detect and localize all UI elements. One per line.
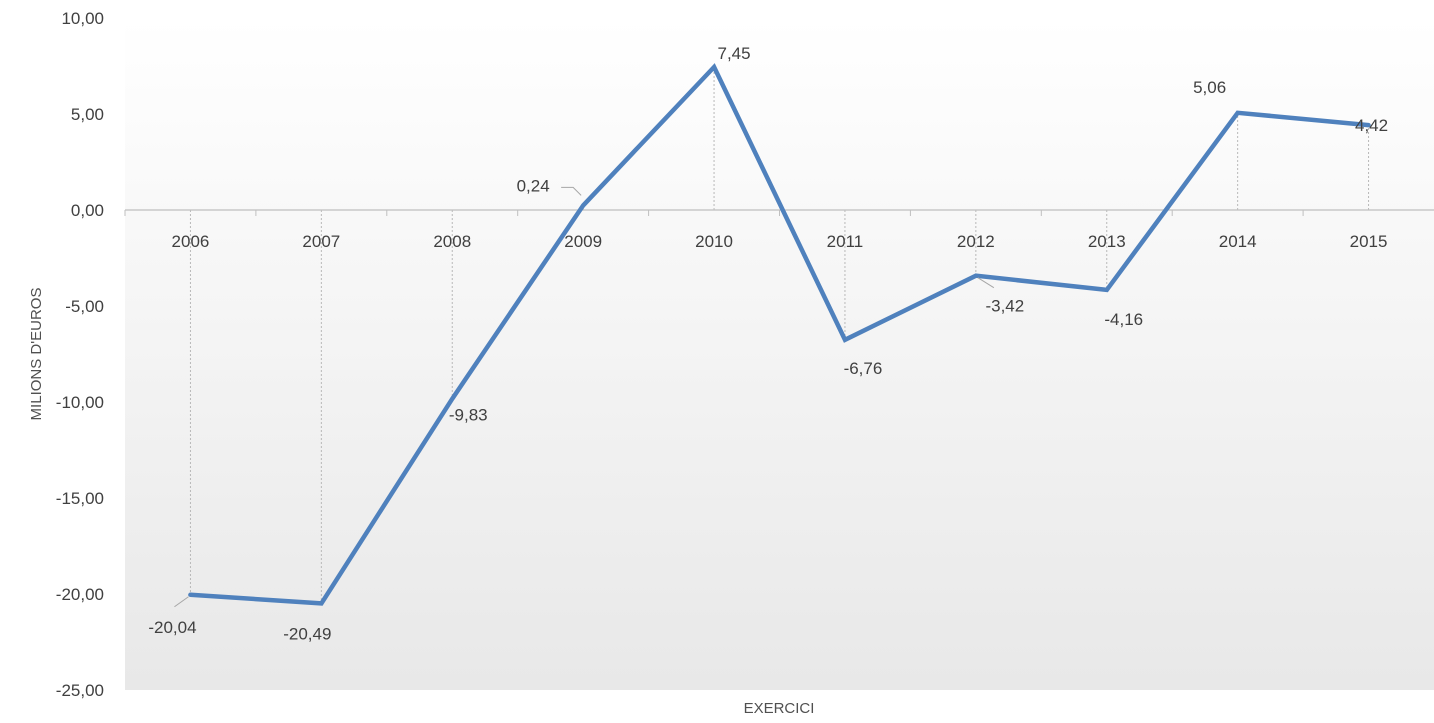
y-tick-label: -10,00: [56, 393, 104, 412]
plot-area-background: [125, 18, 1434, 690]
series-line: [188, 63, 1371, 606]
y-tick-label: 0,00: [71, 201, 104, 220]
series-line-group: [188, 63, 1371, 606]
y-tick-label: -25,00: [56, 681, 104, 700]
x-tick-label: 2008: [433, 232, 471, 251]
y-tick-label: 10,00: [61, 9, 104, 28]
data-label: 0,24: [517, 176, 550, 195]
x-tick-label: 2011: [827, 232, 864, 251]
data-label: -4,16: [1104, 310, 1143, 329]
data-label-leader: [174, 596, 189, 608]
data-label: -20,04: [148, 618, 196, 637]
x-tick-label: 2012: [957, 232, 995, 251]
data-label: -9,83: [449, 406, 488, 425]
data-label: -6,76: [844, 359, 883, 378]
y-tick-label: -20,00: [56, 585, 104, 604]
data-label-leader: [561, 186, 582, 196]
y-axis-title: MILIONS D'EUROS: [28, 288, 45, 421]
y-tick-label: -5,00: [65, 297, 104, 316]
data-label: -3,42: [985, 297, 1024, 316]
y-tick-label: 5,00: [71, 105, 104, 124]
x-tick-label: 2009: [564, 232, 602, 251]
data-labels: -20,04 -20,49 -9,83 0,24 7,45 -6,76 -3,42 -4,16…: [148, 44, 1388, 643]
x-axis-title: EXERCICI: [744, 700, 815, 717]
x-axis-tick-labels: 2006 2007 2008 2009 2010 2011 2012 2013 2014 2015: [172, 232, 1388, 251]
x-axis: [124, 209, 1434, 216]
data-label: 4,42: [1355, 116, 1388, 135]
x-tick-label: 2015: [1350, 232, 1388, 251]
data-label: 5,06: [1193, 78, 1226, 97]
data-label-leader: [977, 277, 995, 289]
data-label: 7,45: [718, 44, 751, 63]
x-tick-label: 2013: [1088, 232, 1126, 251]
x-tick-label: 2007: [302, 232, 340, 251]
data-label: -20,49: [283, 624, 331, 643]
x-tick-label: 2006: [172, 232, 210, 251]
y-tick-label: -15,00: [56, 489, 104, 508]
y-axis-tick-labels: 10,00 5,00 0,00 -5,00 -10,00 -15,00 -20,00 -25,…: [56, 9, 104, 700]
x-tick-label: 2014: [1219, 232, 1257, 251]
x-tick-label: 2010: [695, 232, 733, 251]
